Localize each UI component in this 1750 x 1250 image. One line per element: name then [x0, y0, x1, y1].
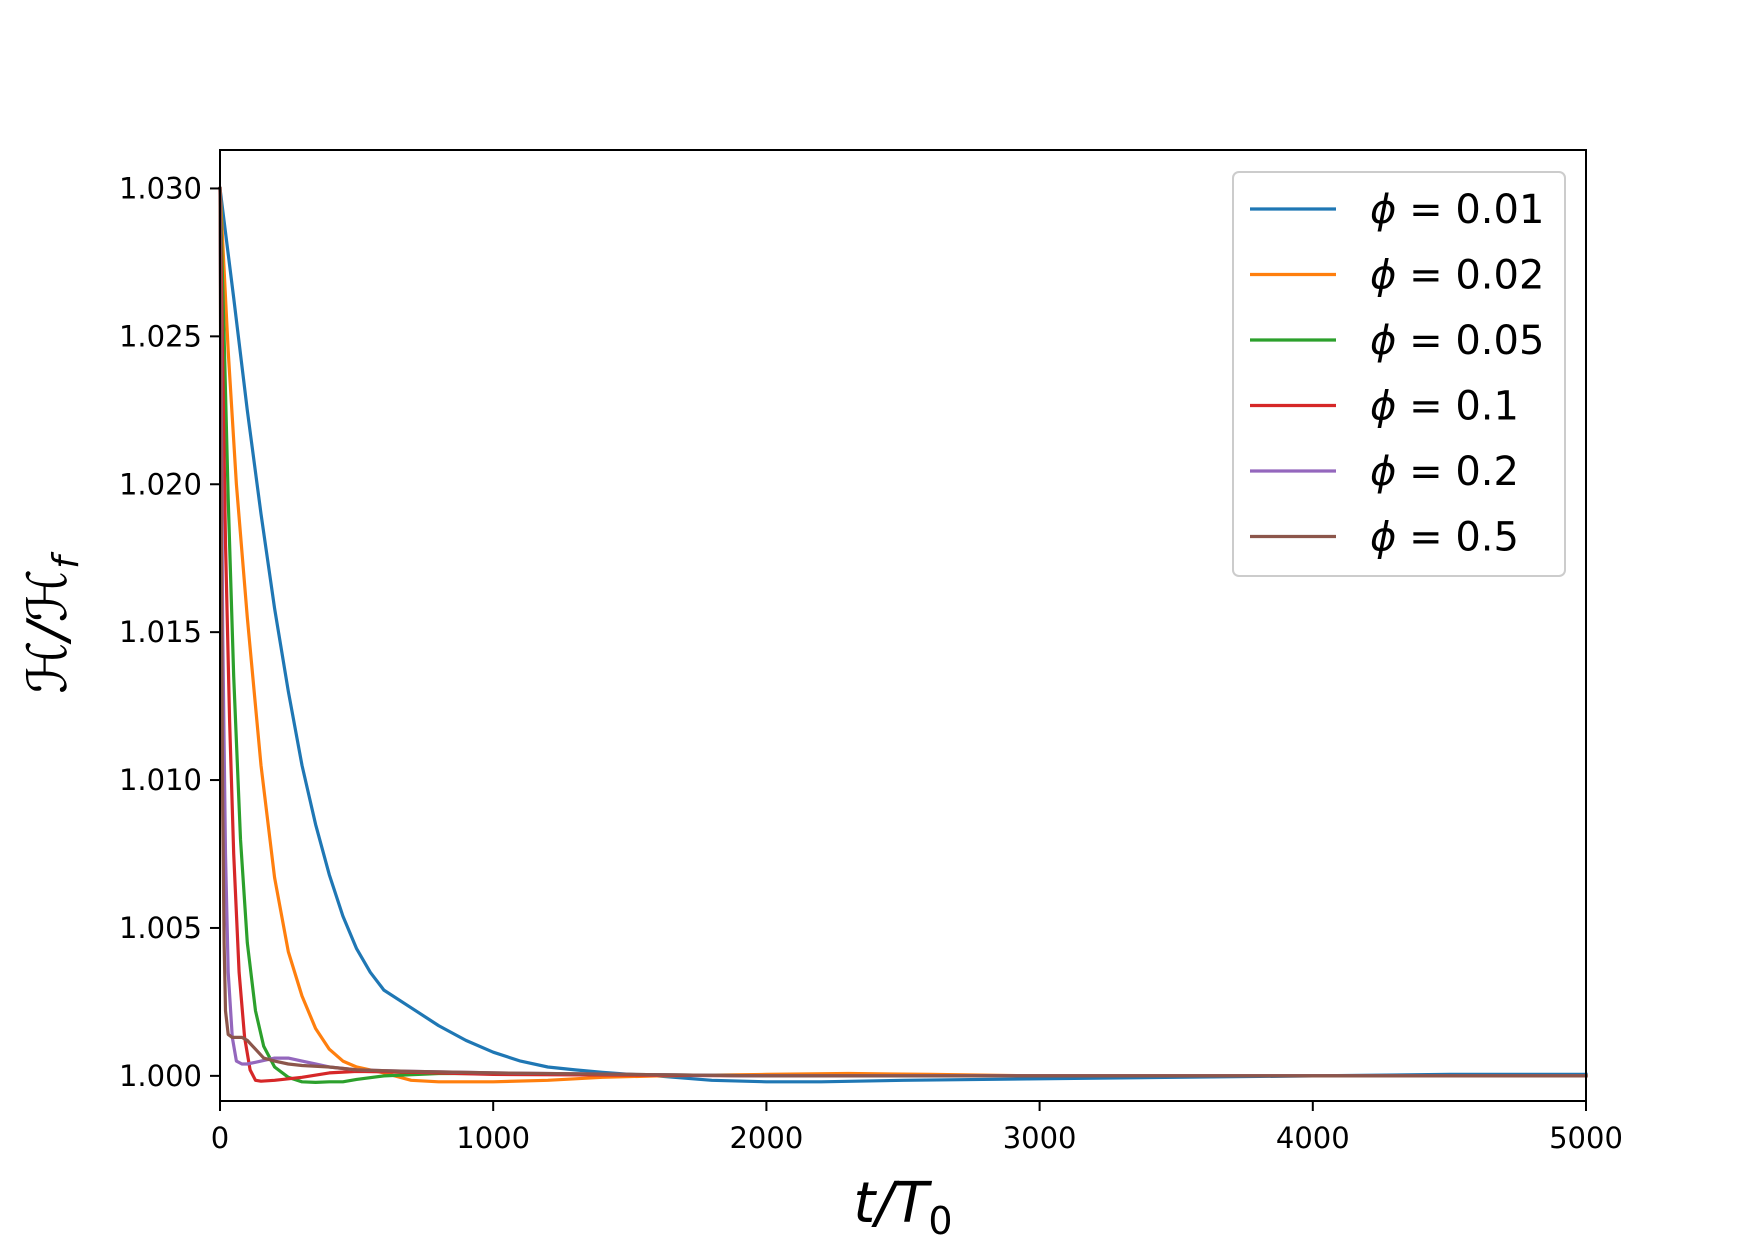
series-line-5	[218, 186, 1588, 1078]
x-tick-label: 2000	[729, 1121, 803, 1155]
legend-label-5: ϕ = 0.5	[1370, 515, 1519, 561]
plot-frame	[219, 149, 1587, 1102]
y-tick-label: 1.000	[119, 1059, 202, 1093]
legend-label-4: ϕ = 0.2	[1370, 449, 1519, 495]
legend-label-1: ϕ = 0.02	[1370, 253, 1544, 299]
legend-label-0: ϕ = 0.01	[1370, 187, 1544, 233]
legend-items: ϕ = 0.01 ϕ = 0.02 ϕ = 0.05 ϕ = 0.1 ϕ = 0.2 ϕ …	[1250, 187, 1544, 561]
y-tick-label: 1.015	[119, 615, 202, 649]
x-tick-label: 4000	[1276, 1121, 1350, 1155]
legend-label-3: ϕ = 0.1	[1370, 384, 1519, 430]
x-tick-label: 0	[211, 1121, 229, 1155]
series-line-0	[218, 186, 1588, 1084]
legend: ϕ = 0.01 ϕ = 0.02 ϕ = 0.05 ϕ = 0.1 ϕ = 0.2 ϕ …	[1232, 171, 1566, 577]
y-axis-label: ℋ/ℋf	[16, 551, 87, 694]
x-axis-ticks: 0 1000 2000 3000 4000 5000	[211, 1101, 1623, 1155]
x-axis-label: t/T0	[853, 1171, 952, 1243]
y-tick-label: 1.020	[119, 467, 202, 501]
y-tick-label: 1.030	[119, 171, 202, 205]
x-tick-label: 3000	[1003, 1121, 1077, 1155]
y-tick-label: 1.010	[119, 763, 202, 797]
x-tick-label: 1000	[456, 1121, 530, 1155]
y-tick-label: 1.025	[119, 319, 202, 353]
series-lines	[218, 186, 1588, 1085]
y-tick-label: 1.005	[119, 911, 202, 945]
x-tick-label: 5000	[1549, 1121, 1623, 1155]
y-axis-ticks: 1.000 1.005 1.010 1.015 1.020 1.025 1.030	[119, 171, 220, 1093]
legend-label-2: ϕ = 0.05	[1370, 318, 1544, 364]
